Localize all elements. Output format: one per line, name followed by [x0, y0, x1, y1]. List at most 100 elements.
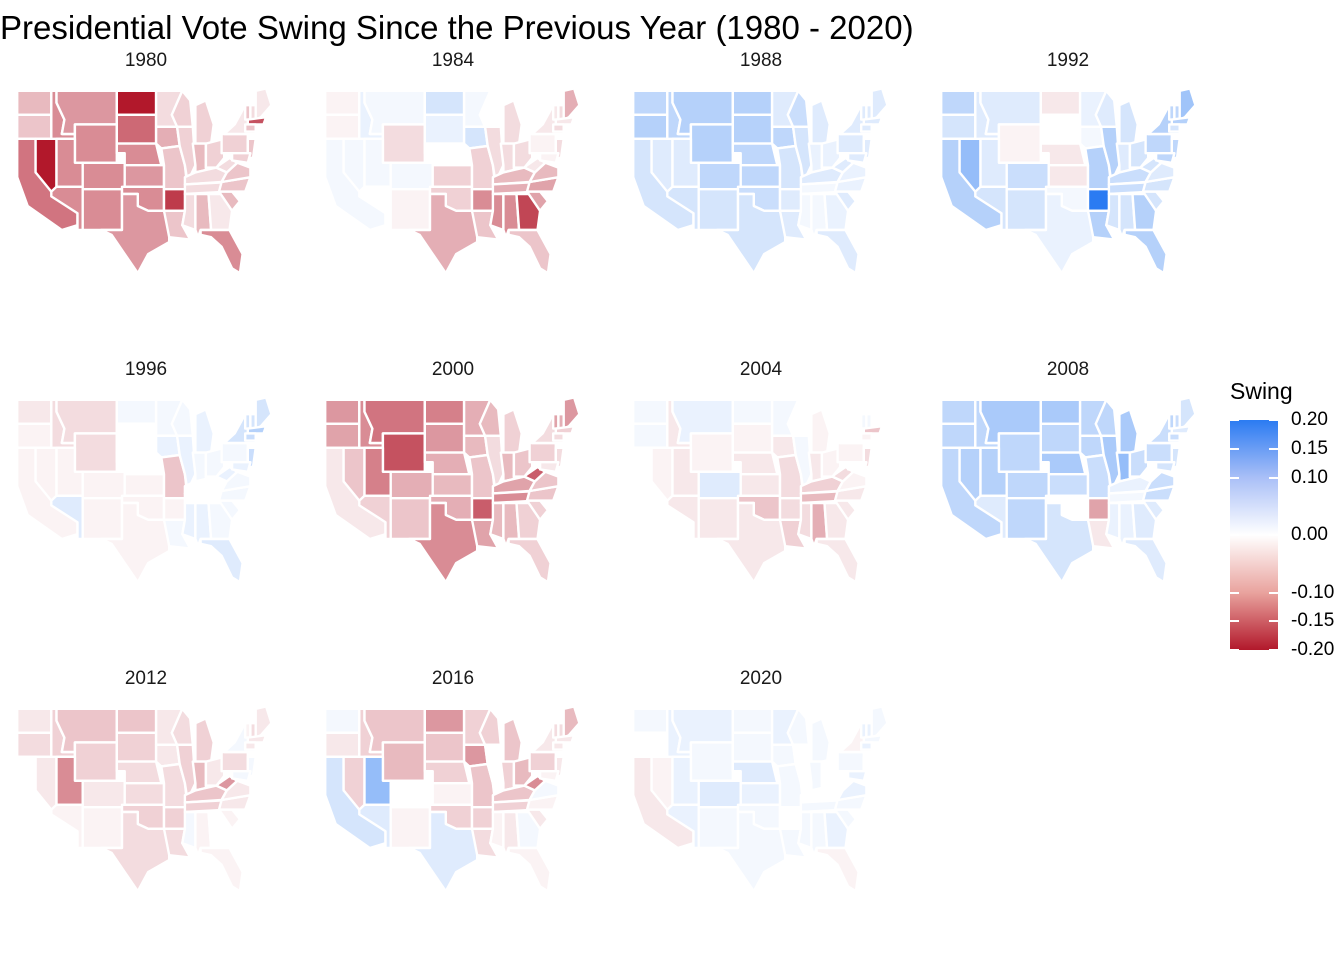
state-az: [666, 803, 700, 850]
state-sd: [115, 422, 158, 454]
state-fl: [199, 228, 244, 275]
state-fl: [815, 228, 860, 275]
state-ma: [1170, 115, 1192, 126]
state-fl: [199, 846, 244, 893]
state-ma: [1170, 425, 1192, 435]
state-ct: [860, 123, 873, 133]
state-sd: [731, 731, 774, 763]
state-md: [538, 770, 560, 782]
state-ma: [246, 734, 268, 744]
state-wa: [632, 707, 669, 734]
state-ma: [554, 734, 576, 744]
state-mi: [1118, 408, 1139, 454]
state-nm: [697, 497, 740, 541]
state-tx: [407, 810, 479, 893]
state-nd: [423, 707, 466, 734]
state-ma: [554, 115, 576, 126]
state-pa: [528, 132, 557, 155]
state-me: [870, 396, 889, 430]
state-md: [230, 770, 252, 782]
state-or: [16, 731, 53, 758]
state-wy: [73, 432, 119, 473]
panel-year-label: 2008: [1047, 359, 1089, 380]
state-nm: [389, 497, 432, 541]
state-wy: [997, 123, 1043, 165]
legend-title: Swing: [1230, 378, 1293, 404]
state-ct: [1167, 432, 1181, 442]
state-me: [1178, 87, 1197, 121]
state-or: [632, 422, 669, 449]
state-md: [1154, 151, 1176, 165]
state-ct: [860, 432, 873, 442]
state-ia: [1078, 125, 1105, 150]
state-la: [162, 518, 192, 550]
state-ia: [462, 434, 489, 459]
state-pa: [220, 750, 250, 773]
state-ks: [1047, 163, 1090, 189]
state-az: [974, 494, 1008, 541]
state-fl: [1123, 228, 1168, 275]
state-wy: [689, 741, 734, 782]
state-in: [807, 760, 824, 792]
state-ks: [123, 163, 166, 189]
state-ct: [1167, 123, 1181, 133]
state-ks: [123, 473, 166, 497]
state-la: [162, 209, 192, 241]
state-pa: [1144, 441, 1174, 464]
state-nm: [389, 187, 432, 232]
state-nd: [731, 398, 774, 425]
state-wi: [786, 707, 810, 746]
legend-tick-label: -0.15: [1291, 610, 1335, 632]
legend-tick-label: -0.10: [1291, 581, 1335, 603]
state-ct: [243, 123, 257, 133]
panel-year-label: 1980: [125, 50, 167, 71]
state-co: [697, 470, 742, 500]
state-az: [666, 494, 700, 541]
state-ct: [860, 741, 873, 751]
state-az: [666, 185, 700, 232]
state-ma: [246, 115, 268, 126]
color-legend: Swing 0.20 0.15 0.10 0.00 -0.10 -0.15 -0.20: [1229, 378, 1341, 668]
state-co: [389, 779, 434, 809]
state-pa: [1144, 132, 1174, 155]
state-nm: [697, 806, 740, 850]
state-co: [1005, 161, 1050, 191]
state-co: [1005, 470, 1050, 500]
state-nm: [389, 806, 432, 850]
state-nd: [731, 89, 774, 117]
state-tx: [407, 501, 479, 584]
map-panel-1980: [16, 87, 273, 275]
state-az: [358, 494, 392, 541]
state-wa: [324, 89, 361, 117]
state-tx: [1023, 501, 1095, 584]
state-md: [538, 461, 560, 473]
state-pa: [528, 441, 557, 464]
state-pa: [220, 132, 250, 155]
state-nm: [81, 497, 124, 541]
state-sd: [731, 113, 774, 145]
state-ms: [181, 501, 197, 541]
state-wi: [786, 89, 810, 129]
state-ia: [770, 743, 797, 768]
state-wi: [1094, 89, 1119, 129]
state-or: [324, 422, 361, 449]
state-me: [870, 705, 889, 739]
state-ct: [552, 432, 565, 442]
state-ma: [862, 734, 884, 744]
state-mi: [502, 408, 523, 454]
state-tx: [1023, 192, 1095, 275]
state-md: [846, 461, 868, 473]
state-ia: [770, 125, 797, 150]
state-pa: [836, 132, 865, 155]
state-ia: [462, 125, 489, 150]
state-mi: [194, 408, 215, 454]
state-in: [1115, 451, 1132, 483]
state-md: [1154, 461, 1176, 473]
map-panel-1988: [632, 87, 889, 275]
state-mi: [194, 99, 215, 145]
state-pa: [528, 750, 557, 773]
state-az: [50, 803, 84, 850]
state-or: [16, 422, 53, 449]
state-wa: [324, 707, 361, 734]
